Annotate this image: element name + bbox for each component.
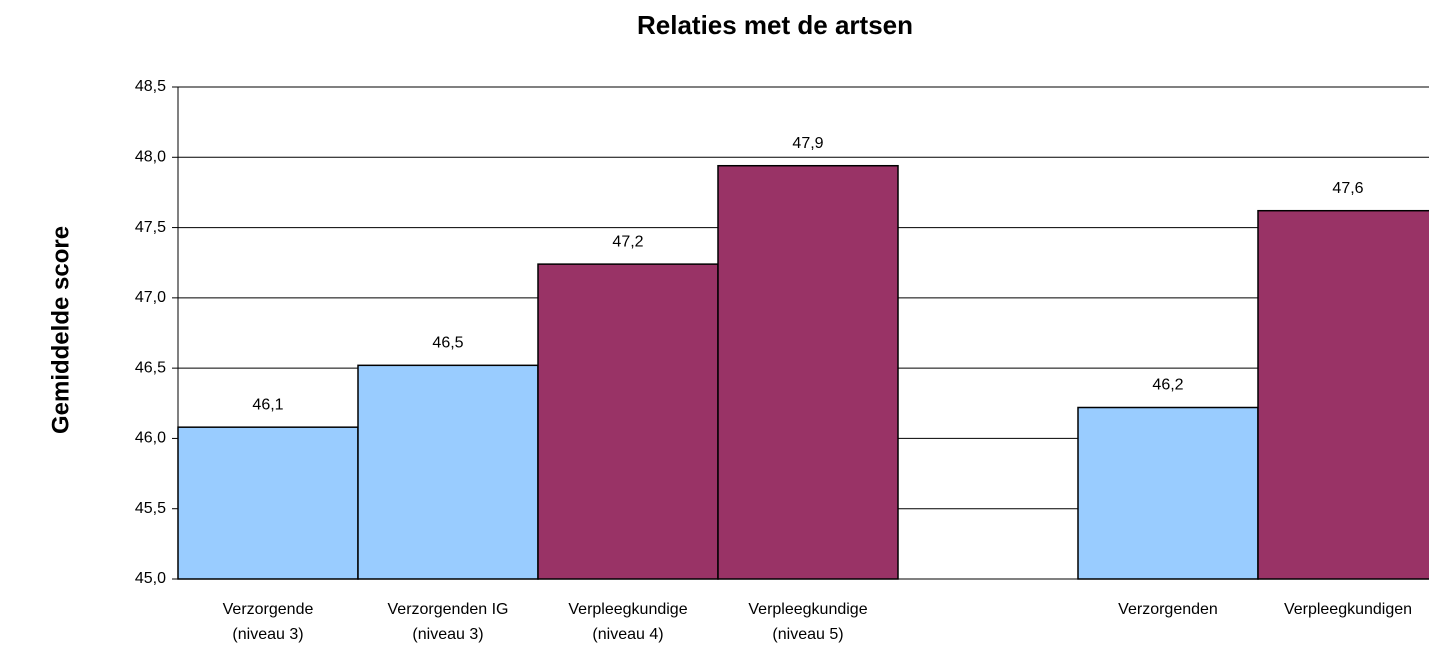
bar bbox=[717, 164, 899, 580]
x-tick-label: Verpleegkundigen bbox=[1284, 601, 1412, 618]
x-tick-label: Verpleegkundige bbox=[748, 601, 867, 618]
y-tick-label: 48,0 bbox=[135, 149, 166, 166]
chart-title: Relaties met de artsen bbox=[637, 10, 913, 40]
x-tick-label: (niveau 4) bbox=[592, 626, 663, 643]
y-axis-label: Gemiddelde score bbox=[47, 226, 74, 434]
bar bbox=[537, 263, 719, 580]
bar bbox=[357, 364, 539, 580]
x-tick-label: Verzorgende bbox=[223, 601, 314, 618]
x-tick-label: (niveau 5) bbox=[772, 626, 843, 643]
data-label: 46,2 bbox=[1152, 377, 1183, 394]
y-tick-label: 48,5 bbox=[135, 78, 166, 95]
bar bbox=[1257, 209, 1429, 580]
y-tick-label: 46,0 bbox=[135, 430, 166, 447]
data-label: 47,6 bbox=[1332, 180, 1363, 197]
data-label: 47,9 bbox=[792, 135, 823, 152]
y-tick-label: 45,5 bbox=[135, 500, 166, 517]
data-label: 47,2 bbox=[612, 233, 643, 250]
x-tick-label: (niveau 3) bbox=[412, 626, 483, 643]
data-label: 46,5 bbox=[432, 335, 463, 352]
x-tick-label: Verpleegkundige bbox=[568, 601, 687, 618]
bar bbox=[1077, 406, 1259, 580]
y-tick-label: 47,5 bbox=[135, 219, 166, 236]
x-tick-label: Verzorgenden IG bbox=[388, 601, 509, 618]
y-tick-label: 47,0 bbox=[135, 289, 166, 306]
x-tick-label: Verzorgenden bbox=[1118, 601, 1218, 618]
y-tick-label: 46,5 bbox=[135, 359, 166, 376]
data-label: 46,1 bbox=[252, 396, 283, 413]
x-tick-label: (niveau 3) bbox=[232, 626, 303, 643]
bar bbox=[177, 426, 359, 580]
y-tick-label: 45,0 bbox=[135, 570, 166, 587]
